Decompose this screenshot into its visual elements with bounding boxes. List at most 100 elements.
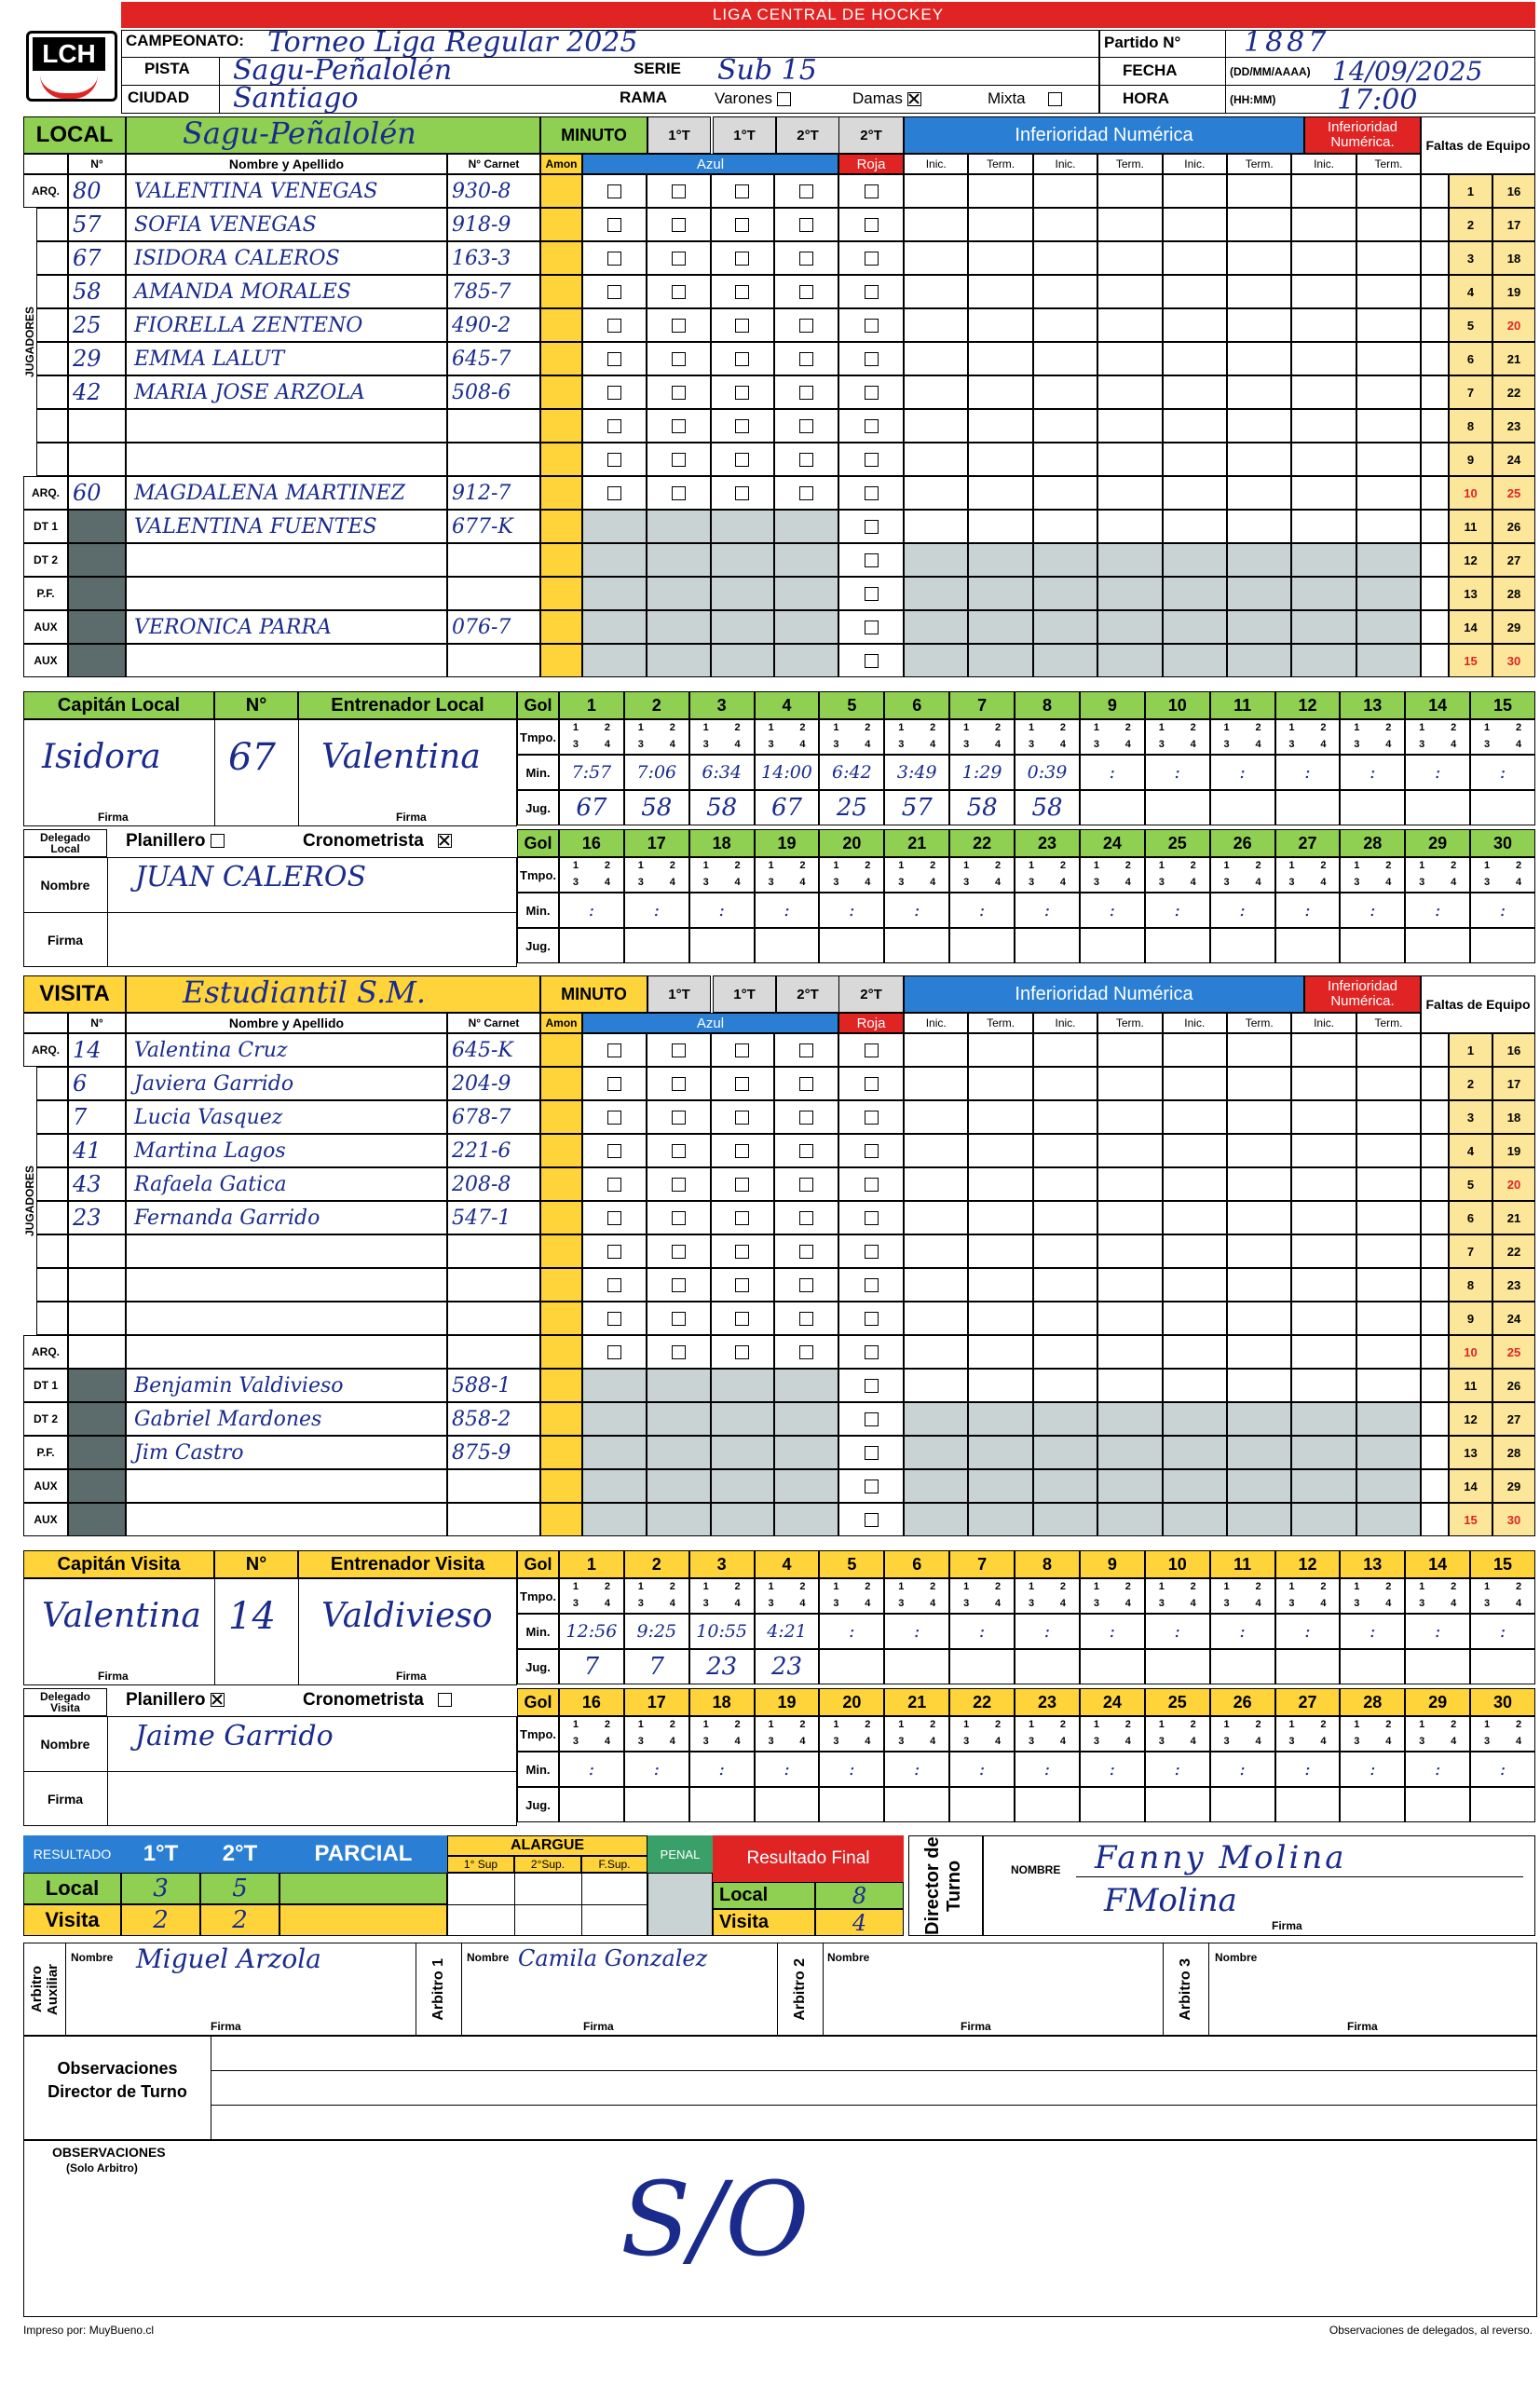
local-inferioridad-cell[interactable] <box>1032 610 1098 644</box>
local-azul-checkbox[interactable] <box>735 184 750 198</box>
local-goal-minute[interactable]: : <box>1015 893 1080 928</box>
visita-inferioridad-cell[interactable] <box>1162 1134 1227 1167</box>
visita-azul-checkbox[interactable] <box>799 1277 814 1292</box>
local-inferioridad-cell[interactable] <box>1162 208 1227 241</box>
local-inferioridad-cell[interactable] <box>1227 443 1292 476</box>
local-inferioridad-cell[interactable] <box>1291 510 1356 543</box>
visita-player-number[interactable]: 7 <box>68 1100 126 1134</box>
local-goal-minute[interactable]: : <box>884 893 950 928</box>
visita-azul-cell[interactable] <box>710 1234 775 1268</box>
visita-azul-checkbox[interactable] <box>799 1311 814 1326</box>
local-azul-cell[interactable] <box>646 543 711 577</box>
local-player-carnet[interactable] <box>447 409 540 443</box>
local-azul-cell[interactable] <box>710 375 775 409</box>
local-goal-player[interactable] <box>754 928 820 963</box>
local-roja-checkbox[interactable] <box>864 418 879 433</box>
visita-goal-quarter-cell[interactable]: 1 2 3 4 <box>1470 1578 1535 1614</box>
local-inferioridad-cell[interactable] <box>1291 577 1356 610</box>
local-roja-checkbox[interactable] <box>864 318 879 333</box>
local-goal-minute[interactable]: 0:39 <box>1015 755 1080 790</box>
local-inferioridad-cell[interactable] <box>1356 510 1422 543</box>
visita-falta-number[interactable]: 6 <box>1449 1201 1492 1234</box>
visita-azul-cell[interactable] <box>710 1469 775 1503</box>
visita-azul-checkbox[interactable] <box>735 1210 750 1225</box>
local-falta-number[interactable]: 7 <box>1449 375 1492 409</box>
local-azul-cell[interactable] <box>646 443 711 476</box>
visita-goal-quarter-cell[interactable]: 1 2 3 4 <box>754 1716 820 1752</box>
visita-inferioridad-cell[interactable] <box>1097 1503 1163 1536</box>
visita-inferioridad-cell[interactable] <box>1162 1402 1227 1436</box>
visita-falta-number-2[interactable]: 27 <box>1492 1402 1535 1436</box>
visita-inferioridad-cell[interactable] <box>1097 1402 1163 1436</box>
local-azul-cell[interactable] <box>582 208 647 241</box>
local-inferioridad-cell[interactable] <box>1162 510 1227 543</box>
visita-goal-quarter-cell[interactable]: 1 2 3 4 <box>1340 1578 1406 1614</box>
local-goal-quarter-cell[interactable]: 1 2 3 4 <box>1274 857 1341 893</box>
local-azul-checkbox[interactable] <box>606 251 621 266</box>
local-azul-checkbox[interactable] <box>735 351 750 366</box>
local-goal-quarter-cell[interactable]: 1 2 3 4 <box>884 857 950 893</box>
visita-player-name[interactable] <box>126 1469 447 1503</box>
local-azul-cell[interactable] <box>710 308 775 342</box>
local-player-name[interactable]: MAGDALENA MARTINEZ <box>126 476 447 510</box>
local-roja-checkbox[interactable] <box>864 217 879 232</box>
visita-player-name[interactable]: Valentina Cruz <box>126 1033 447 1067</box>
visita-inferioridad-cell[interactable] <box>1097 1134 1163 1167</box>
visita-roja-cell[interactable] <box>838 1335 904 1369</box>
local-amon-cell[interactable] <box>540 241 582 275</box>
local-amon-cell[interactable] <box>540 577 582 610</box>
visita-azul-cell[interactable] <box>710 1335 775 1369</box>
local-player-carnet[interactable]: 490-2 <box>447 308 540 342</box>
visita-inferioridad-cell[interactable] <box>904 1033 969 1067</box>
local-falta-number[interactable]: 10 <box>1449 476 1492 510</box>
visita-goal-minute[interactable]: : <box>949 1614 1015 1649</box>
local-azul-cell[interactable] <box>774 241 838 275</box>
visita-azul-checkbox[interactable] <box>671 1076 686 1091</box>
damas-option[interactable]: Damas <box>852 89 921 108</box>
visita-inferioridad-cell[interactable] <box>1097 1335 1163 1369</box>
visita-player-carnet[interactable] <box>447 1469 540 1503</box>
local-inferioridad-cell[interactable] <box>1227 610 1292 644</box>
visita-azul-checkbox[interactable] <box>671 1210 686 1225</box>
visita-inferioridad-cell[interactable] <box>1291 1067 1356 1100</box>
visita-goal-minute[interactable]: : <box>1340 1752 1406 1787</box>
local-azul-cell[interactable] <box>710 342 775 375</box>
visita-azul-checkbox[interactable] <box>671 1277 686 1292</box>
local-falta-number[interactable]: 13 <box>1449 577 1492 610</box>
local-roja-checkbox[interactable] <box>864 586 879 601</box>
local-player-carnet[interactable]: 930-8 <box>447 174 540 208</box>
visita-azul-cell[interactable] <box>710 1503 775 1536</box>
visita-player-carnet[interactable] <box>447 1302 540 1335</box>
visita-azul-cell[interactable] <box>710 1268 775 1302</box>
visita-player-name[interactable] <box>126 1335 447 1369</box>
local-roja-cell[interactable] <box>838 644 904 677</box>
visita-goal-minute[interactable]: : <box>754 1752 820 1787</box>
visita-goal-minute[interactable]: : <box>1144 1614 1210 1649</box>
local-azul-checkbox[interactable] <box>799 217 814 232</box>
visita-goal-minute[interactable]: 12:56 <box>559 1614 624 1649</box>
visita-roja-checkbox[interactable] <box>864 1110 879 1125</box>
local-goal-minute[interactable]: 3:49 <box>884 755 950 790</box>
visita-inferioridad-cell[interactable] <box>904 1436 969 1469</box>
local-inferioridad-cell[interactable] <box>1032 174 1098 208</box>
local-roja-checkbox[interactable] <box>864 284 879 299</box>
visita-goal-minute[interactable]: : <box>1470 1614 1535 1649</box>
local-inferioridad-cell[interactable] <box>968 543 1033 577</box>
visita-goal-player[interactable] <box>949 1649 1015 1684</box>
visita-goal-quarter-cell[interactable]: 1 2 3 4 <box>688 1578 755 1614</box>
visita-goal-minute[interactable]: : <box>1209 1614 1275 1649</box>
local-goal-player[interactable] <box>1405 790 1471 825</box>
visita-goal-player[interactable] <box>1015 1787 1080 1822</box>
visita-azul-checkbox[interactable] <box>671 1110 686 1125</box>
visita-inferioridad-cell[interactable] <box>968 1167 1033 1201</box>
visita-goal-minute[interactable]: : <box>1470 1752 1535 1787</box>
local-inferioridad-cell[interactable] <box>968 577 1033 610</box>
visita-amon-cell[interactable] <box>540 1436 582 1469</box>
local-inferioridad-cell[interactable] <box>1227 476 1292 510</box>
visita-player-number[interactable]: 6 <box>68 1067 126 1100</box>
visita-inferioridad-cell[interactable] <box>1032 1369 1098 1402</box>
local-player-carnet[interactable] <box>447 543 540 577</box>
visita-azul-checkbox[interactable] <box>735 1244 750 1259</box>
visita-azul-cell[interactable] <box>582 1100 647 1134</box>
visita-inferioridad-cell[interactable] <box>1032 1201 1098 1234</box>
